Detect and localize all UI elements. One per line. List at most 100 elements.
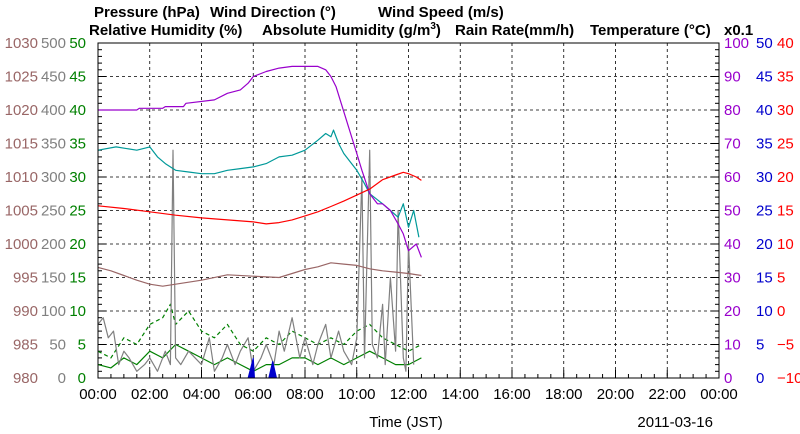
y-tick-humidity: 30 — [724, 270, 741, 287]
y-tick-wind-direction: 200 — [41, 236, 66, 253]
x-tick-label: 12:00 — [390, 386, 428, 403]
y-tick-humidity: 40 — [724, 236, 741, 253]
y-tick-rain-rate: 45 — [756, 69, 773, 86]
y-tick-wind-direction: 100 — [41, 303, 66, 320]
y-tick-pressure: 985 — [13, 337, 38, 354]
x-axis-label: Time (JST) — [369, 414, 443, 431]
y-tick-pressure: 980 — [13, 370, 38, 387]
y-tick-wind-direction: 500 — [41, 35, 66, 52]
y-tick-temperature: 5 — [777, 270, 785, 287]
x-tick-label: 00:00 — [79, 386, 117, 403]
axis-ticks: 00:00 02:00 04:00 06:00 08:00 10:00 12:00 14:00… — [5, 35, 800, 403]
y-tick-humidity: 60 — [724, 169, 741, 186]
y-tick-humidity: 10 — [724, 337, 741, 354]
y-tick-pressure: 1020 — [5, 102, 38, 119]
y-tick-rain-rate: 25 — [756, 203, 773, 220]
legend-pressure: Pressure (hPa) — [94, 4, 200, 21]
y-tick-wind-direction: 250 — [41, 203, 66, 220]
y-tick-wind-direction: 0 — [58, 370, 66, 387]
legend-absolute-humidity-tail: ) — [436, 22, 441, 39]
y-tick-humidity: 20 — [724, 303, 741, 320]
y-tick-humidity: 0 — [724, 370, 732, 387]
y-tick-wind-direction: 50 — [49, 337, 66, 354]
y-tick-rain-rate: 5 — [756, 337, 764, 354]
x-tick-label: 04:00 — [183, 386, 221, 403]
y-tick-wind-speed: 20 — [69, 236, 86, 253]
y-tick-pressure: 995 — [13, 270, 38, 287]
x-tick-label: 22:00 — [648, 386, 686, 403]
y-tick-temperature: 35 — [777, 69, 794, 86]
y-tick-wind-speed: 0 — [78, 370, 86, 387]
y-tick-temperature: 40 — [777, 35, 794, 52]
y-tick-rain-rate: 20 — [756, 236, 773, 253]
x-tick-label: 20:00 — [597, 386, 635, 403]
series-wind-speed-gust-m-s — [97, 303, 422, 359]
chart-date: 2011-03-16 — [637, 414, 713, 431]
x-tick-label: 10:00 — [338, 386, 376, 403]
series — [97, 65, 422, 379]
y-tick-humidity: 100 — [724, 35, 749, 52]
y-tick-wind-speed: 45 — [69, 69, 86, 86]
y-tick-wind-direction: 400 — [41, 102, 66, 119]
x-tick-label: 06:00 — [234, 386, 272, 403]
legend-wind-speed: Wind Speed (m/s) — [378, 4, 504, 21]
y-tick-pressure: 1010 — [5, 169, 38, 186]
legend-absolute-humidity-label: Absolute Humidity (g/m — [262, 22, 430, 39]
y-tick-wind-speed: 15 — [69, 270, 86, 287]
y-tick-wind-speed: 35 — [69, 136, 86, 153]
x-tick-label: 02:00 — [131, 386, 169, 403]
y-tick-wind-direction: 450 — [41, 69, 66, 86]
y-tick-temperature: 15 — [777, 203, 794, 220]
grid — [98, 43, 719, 378]
legend-rain-rate: Rain Rate(mm/h) — [455, 22, 574, 39]
y-tick-temperature: 25 — [777, 136, 794, 153]
plot-frame — [97, 42, 720, 379]
y-tick-rain-rate: 35 — [756, 136, 773, 153]
y-tick-pressure: 1030 — [5, 35, 38, 52]
x-tick-label: 16:00 — [493, 386, 531, 403]
y-tick-rain-rate: 0 — [756, 370, 764, 387]
y-tick-rain-rate: 10 — [756, 303, 773, 320]
legend-temperature: Temperature (°C) — [590, 22, 711, 39]
legend-relative-humidity: Relative Humidity (%) — [89, 22, 242, 39]
y-tick-temperature: −5 — [777, 337, 794, 354]
y-tick-humidity: 70 — [724, 136, 741, 153]
series-pressure-hpa — [97, 262, 422, 287]
y-tick-pressure: 990 — [13, 303, 38, 320]
y-tick-humidity: 50 — [724, 203, 741, 220]
y-tick-rain-rate: 50 — [756, 35, 773, 52]
legend-absolute-humidity-sup: 3 — [430, 21, 436, 32]
x-tick-label: 00:00 — [700, 386, 738, 403]
series-wind-speed-mean-m-s — [97, 343, 422, 372]
y-tick-rain-rate: 40 — [756, 102, 773, 119]
y-tick-wind-direction: 150 — [41, 270, 66, 287]
y-tick-temperature: 10 — [777, 236, 794, 253]
y-tick-wind-direction: 300 — [41, 169, 66, 186]
legend-absolute-humidity: Absolute Humidity (g/m3) — [262, 21, 441, 39]
x-tick-label: 08:00 — [286, 386, 324, 403]
series-temperature-c — [97, 171, 422, 225]
y-tick-wind-direction: 350 — [41, 136, 66, 153]
y-tick-wind-speed: 5 — [78, 337, 86, 354]
series-relative-humidity — [98, 65, 422, 258]
y-tick-temperature: 0 — [777, 303, 785, 320]
y-tick-pressure: 1000 — [5, 236, 38, 253]
x-tick-label: 18:00 — [545, 386, 583, 403]
y-tick-pressure: 1005 — [5, 203, 38, 220]
y-tick-temperature: −10 — [777, 370, 800, 387]
y-tick-humidity: 90 — [724, 69, 741, 86]
y-tick-humidity: 80 — [724, 102, 741, 119]
legend-wind-direction: Wind Direction (°) — [210, 4, 336, 21]
y-tick-pressure: 1025 — [5, 69, 38, 86]
y-tick-rain-rate: 15 — [756, 270, 773, 287]
y-tick-temperature: 30 — [777, 102, 794, 119]
y-tick-wind-speed: 50 — [69, 35, 86, 52]
y-tick-wind-speed: 30 — [69, 169, 86, 186]
abs-humidity-scale-note: x0.1 — [724, 22, 753, 39]
y-tick-wind-speed: 40 — [69, 102, 86, 119]
series-wind-direction — [97, 149, 415, 372]
y-tick-pressure: 1015 — [5, 136, 38, 153]
y-tick-rain-rate: 30 — [756, 169, 773, 186]
y-tick-temperature: 20 — [777, 169, 794, 186]
